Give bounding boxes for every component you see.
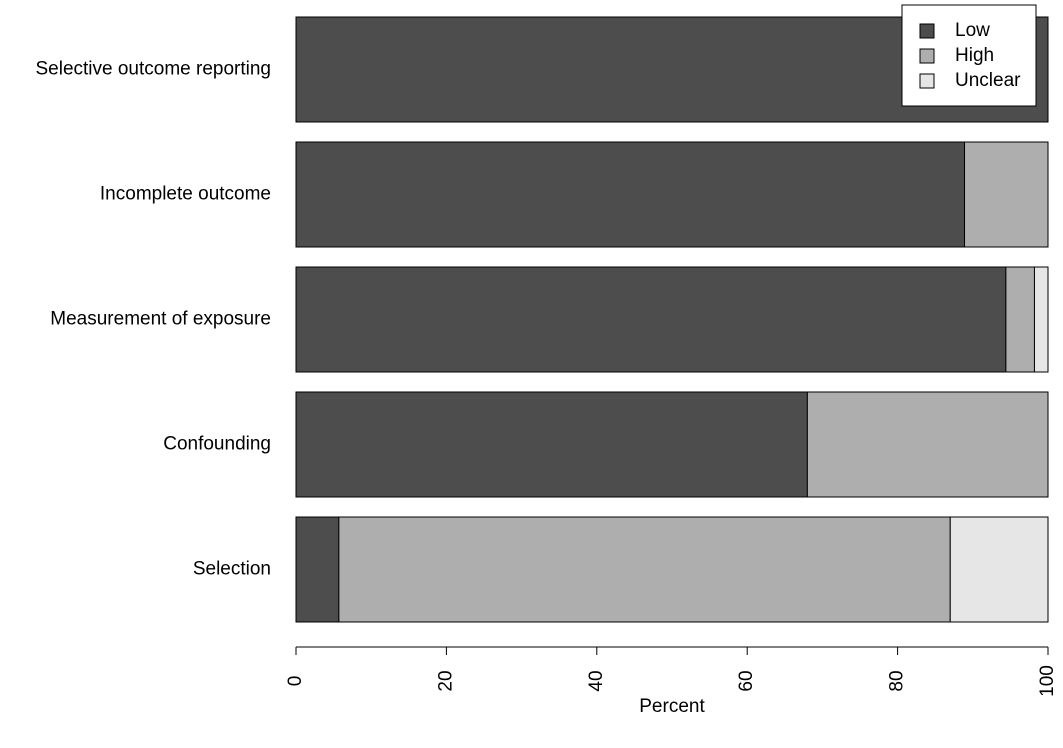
x-tick-label: 20 (435, 670, 456, 691)
legend-swatch (919, 23, 935, 39)
bar-segment (1005, 266, 1035, 373)
bar-segment (1033, 266, 1049, 373)
bar-segment (295, 516, 340, 623)
bar-segment (964, 141, 1049, 248)
y-tick-label: Incomplete outcome (100, 184, 271, 205)
x-tick-label: 80 (887, 670, 908, 691)
y-tick-label: Measurement of exposure (50, 309, 271, 330)
legend-swatch (919, 48, 935, 64)
y-tick-label: Selective outcome reporting (35, 59, 271, 80)
legend-label: Low (955, 20, 990, 41)
bar-segment (295, 141, 966, 248)
x-tick-label: 0 (285, 676, 306, 687)
x-tick-label: 60 (736, 670, 757, 691)
legend-swatch (919, 73, 935, 89)
bar-segment (295, 266, 1007, 373)
legend-label: High (955, 45, 994, 66)
y-tick-label: Confounding (163, 434, 271, 455)
x-tick-label: 100 (1037, 665, 1058, 697)
bar-segment (806, 391, 1049, 498)
x-axis-label: Percent (639, 696, 705, 717)
legend-label: Unclear (955, 70, 1021, 91)
bar-segment (338, 516, 951, 623)
y-tick-label: Selection (193, 559, 271, 580)
bar-segment (295, 391, 808, 498)
x-tick-label: 40 (586, 670, 607, 691)
bar-segment (949, 516, 1049, 623)
